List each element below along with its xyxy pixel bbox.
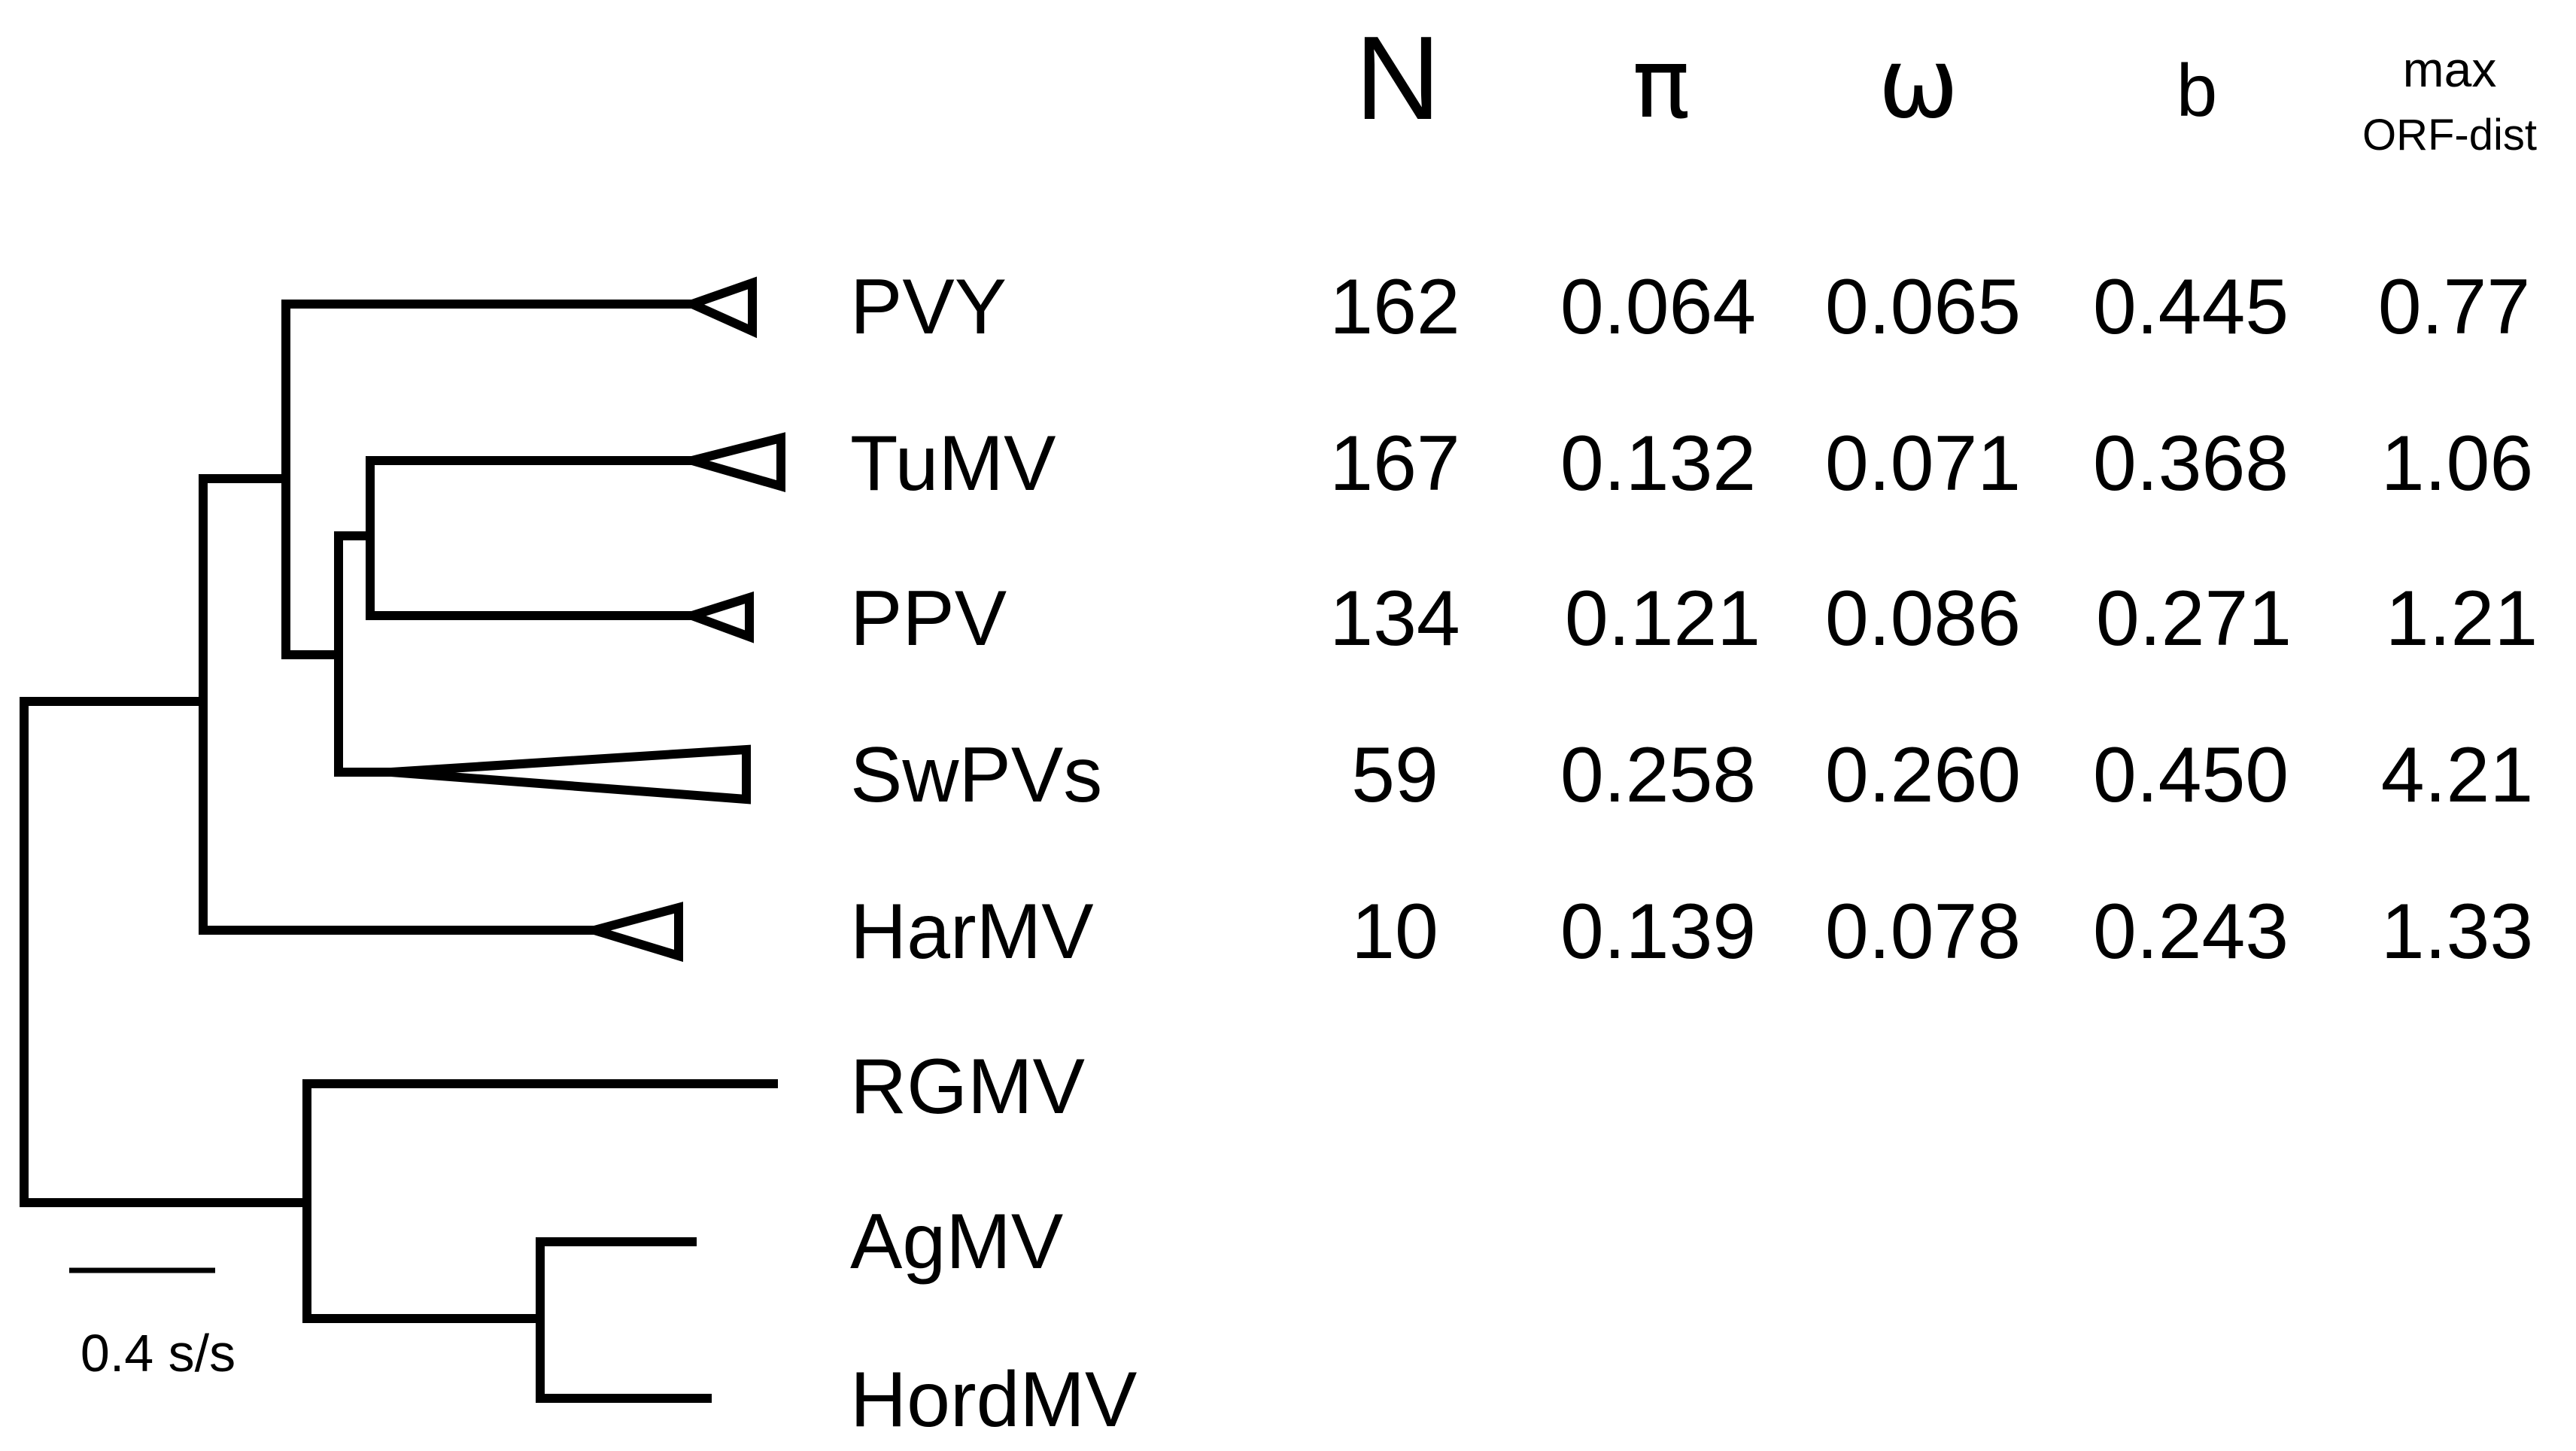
table-cell: 1.21 <box>2385 575 2538 662</box>
taxon-label-rgmv: RGMV <box>850 1043 1085 1130</box>
column-header-pi: π <box>1632 28 1690 140</box>
table-cell: 0.243 <box>2092 888 2289 975</box>
table-cell: 0.064 <box>1560 263 1757 351</box>
collapsed-clade-SwPVs <box>390 744 751 805</box>
taxon-label-hordmv: HordMV <box>850 1356 1138 1443</box>
table-cell: 0.065 <box>1824 263 2022 351</box>
table-cell: 0.368 <box>2092 420 2289 507</box>
table-cell: 0.77 <box>2377 263 2531 351</box>
table-cell: 0.271 <box>2095 575 2292 662</box>
collapsed-clade-PVY <box>679 276 757 339</box>
table-cell: 167 <box>1329 420 1460 507</box>
collapsed-clade-TuMV <box>675 432 785 492</box>
table-cell: 0.132 <box>1560 420 1757 507</box>
table-cell: 162 <box>1329 263 1460 351</box>
table-cell: 0.258 <box>1560 732 1757 819</box>
column-header-n: N <box>1354 12 1441 144</box>
table-cell: 134 <box>1329 575 1460 662</box>
column-header-b: b <box>2176 49 2218 132</box>
collapsed-clade-HarMV <box>578 902 683 963</box>
taxon-label-tumv: TuMV <box>850 420 1056 507</box>
collapsed-clade-PPV <box>678 591 754 643</box>
table-cell: 0.450 <box>2092 732 2289 819</box>
taxon-label-agmv: AgMV <box>850 1198 1064 1285</box>
table-cell: 0.086 <box>1824 575 2022 662</box>
table-cell: 0.139 <box>1560 888 1757 975</box>
taxon-label-harmv: HarMV <box>850 888 1094 975</box>
column-header-omega: ω <box>1878 28 1959 140</box>
table-cell: 1.33 <box>2380 888 2534 975</box>
taxon-label-swpvs: SwPVs <box>850 732 1103 819</box>
column-header-orf-dist: ORF-dist <box>2362 111 2537 160</box>
table-cell: 1.06 <box>2380 420 2534 507</box>
table-cell: 0.260 <box>1824 732 2022 819</box>
table-cell: 4.21 <box>2380 732 2534 819</box>
taxon-label-ppv: PPV <box>850 575 1007 662</box>
scale-bar-label: 0.4 s/s <box>80 1324 236 1383</box>
taxon-label-pvy: PVY <box>850 263 1007 351</box>
table-cell: 0.071 <box>1824 420 2022 507</box>
table-cell: 0.121 <box>1564 575 1761 662</box>
table-cell: 10 <box>1351 888 1438 975</box>
table-cell: 59 <box>1351 732 1438 819</box>
column-header-max: max <box>2402 41 2497 97</box>
table-cell: 0.078 <box>1824 888 2022 975</box>
table-cell: 0.445 <box>2092 263 2289 351</box>
